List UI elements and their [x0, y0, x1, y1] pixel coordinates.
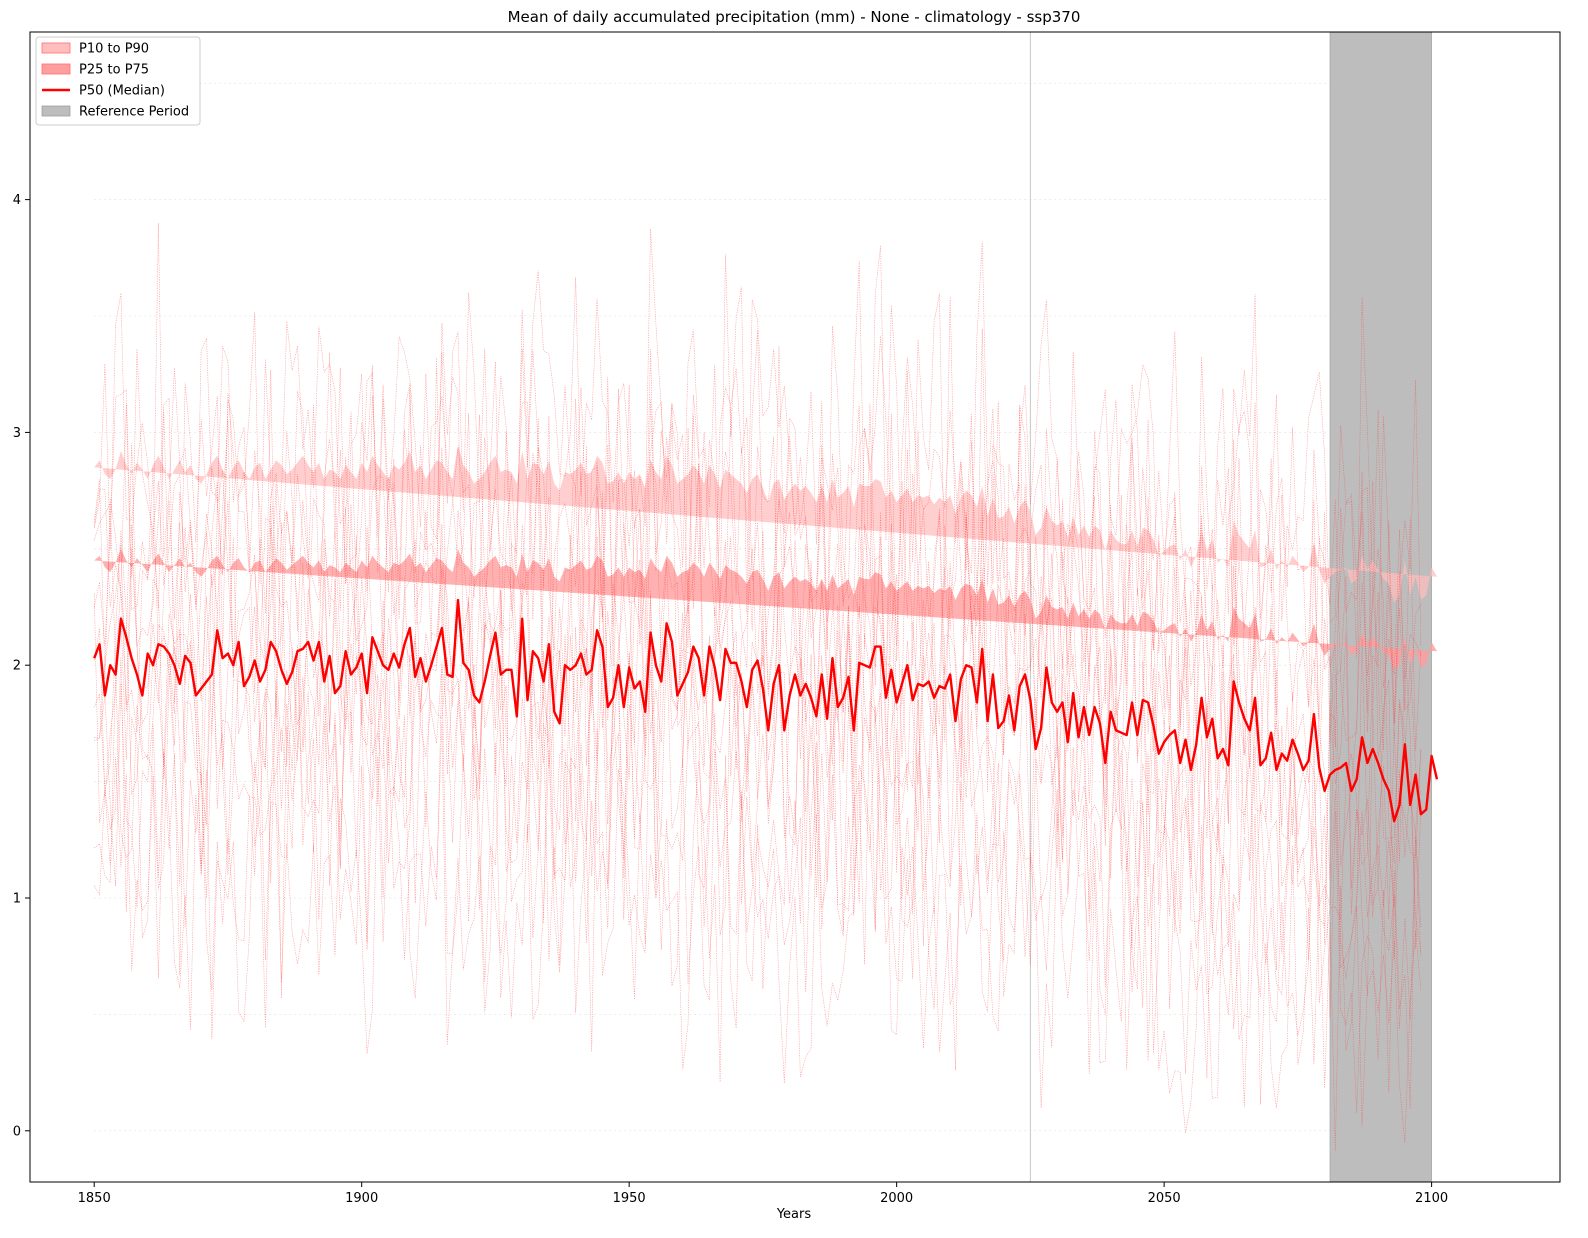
x-tick-label: 2100 [1415, 1191, 1448, 1206]
ensemble-member-line [93, 524, 1422, 979]
ensemble-member-line [93, 481, 1422, 960]
y-tick-label: 2 [13, 659, 21, 674]
chart-title: Mean of daily accumulated precipitation … [508, 8, 1081, 26]
ensemble-member-line [94, 561, 1422, 998]
ensemble-member-line [93, 656, 1422, 1114]
legend-swatch [41, 42, 71, 54]
band-p25-p75 [94, 548, 1437, 670]
ensemble-member-line [93, 721, 1422, 1151]
axes-frame [29, 31, 1561, 1183]
x-tick-label: 2050 [1148, 1191, 1181, 1206]
median-line [93, 598, 1439, 823]
x-tick-label: 1950 [613, 1191, 646, 1206]
band-p10-p90 [94, 444, 1437, 603]
y-tick-label: 1 [13, 891, 21, 906]
x-tick-label: 1900 [345, 1191, 378, 1206]
legend-label: P10 to P90 [79, 42, 149, 57]
legend-label: P50 (Median) [79, 84, 165, 99]
legend-label: Reference Period [79, 105, 189, 120]
ensemble-member-line [94, 595, 1422, 1029]
y-tick-label: 3 [13, 426, 21, 441]
ensemble-member-line [93, 323, 1422, 744]
y-tick-label: 0 [13, 1124, 21, 1139]
x-tick-label: 1850 [78, 1191, 111, 1206]
legend-label: P25 to P75 [79, 63, 149, 78]
y-axis-ticks: 0 1 2 3 4 [13, 193, 30, 1139]
legend-swatch [41, 63, 71, 75]
x-tick-label: 2000 [880, 1191, 913, 1206]
reference-period-band [1329, 31, 1432, 1183]
legend: P10 to P90 P25 to P75 P50 (Median) Referenc… [35, 36, 201, 126]
legend-swatch [41, 105, 71, 117]
plot-area [93, 31, 1439, 1183]
x-axis-ticks: 1850 1900 1950 2000 2050 2100 [78, 1182, 1448, 1206]
legend-box [35, 36, 201, 126]
x-axis-label: Years [776, 1207, 812, 1222]
y-tick-label: 4 [13, 193, 21, 208]
ensemble-member-line [93, 222, 1422, 725]
